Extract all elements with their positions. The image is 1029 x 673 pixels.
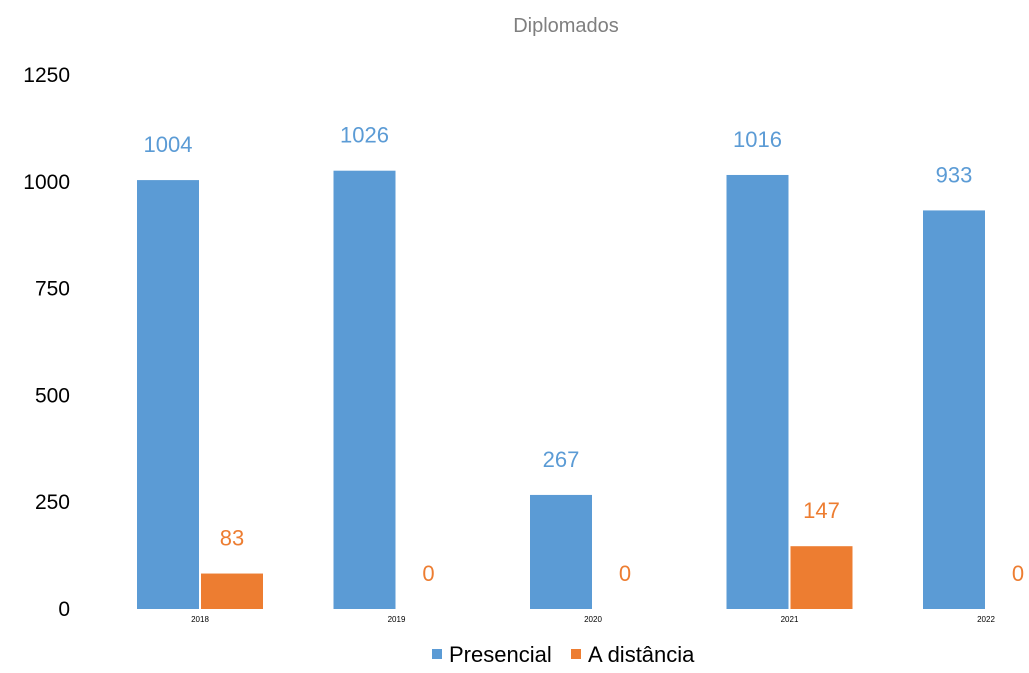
bar-a-distancia-2021 [790, 546, 853, 609]
data-label-presencial-2018: 1004 [144, 132, 193, 157]
y-tick-label: 250 [35, 491, 70, 514]
bar-a-distancia-2018 [201, 573, 263, 609]
data-label-a-distancia-2021: 147 [803, 498, 840, 523]
data-label-presencial-2019: 1026 [340, 123, 389, 148]
chart-title: Diplomados [513, 15, 619, 37]
legend-swatch-presencial [432, 649, 442, 659]
bar-presencial-2021 [726, 174, 789, 610]
data-label-presencial-2022: 933 [936, 162, 973, 187]
y-tick-label: 750 [35, 278, 70, 301]
data-label-a-distancia-2020: 0 [619, 561, 631, 586]
legend-label-a-distancia: A distância [588, 642, 695, 667]
y-axis: 0 250 500 750 1000 1250 [23, 64, 70, 621]
x-tick-label: 2019 [388, 615, 406, 624]
bar-presencial-2018 [137, 180, 199, 610]
bar-presencial-2020 [530, 494, 592, 609]
bar-presencial-2019 [333, 170, 396, 609]
y-tick-label: 1250 [23, 64, 70, 87]
data-label-presencial-2020: 267 [543, 447, 580, 472]
y-tick-label: 500 [35, 384, 70, 407]
data-label-a-distancia-2019: 0 [422, 561, 434, 586]
data-label-a-distancia-2018: 83 [220, 526, 244, 551]
x-tick-label: 2020 [584, 615, 602, 624]
data-labels: 1004 83 1026 0 267 0 1016 147 933 0 [144, 123, 1025, 586]
bar-presencial-2022 [923, 210, 985, 609]
x-tick-label: 2018 [191, 615, 209, 624]
bars [137, 170, 985, 610]
x-tick-label: 2021 [781, 615, 799, 624]
y-tick-label: 1000 [23, 171, 70, 194]
x-tick-label: 2022 [977, 615, 995, 624]
x-axis: 2018 2019 2020 2021 2022 [191, 615, 995, 624]
legend-swatch-a-distancia [571, 649, 581, 659]
data-label-presencial-2021: 1016 [733, 127, 782, 152]
legend: Presencial A distância [432, 642, 695, 667]
legend-label-presencial: Presencial [449, 642, 552, 667]
y-tick-label: 0 [58, 598, 70, 621]
data-label-a-distancia-2022: 0 [1012, 561, 1024, 586]
